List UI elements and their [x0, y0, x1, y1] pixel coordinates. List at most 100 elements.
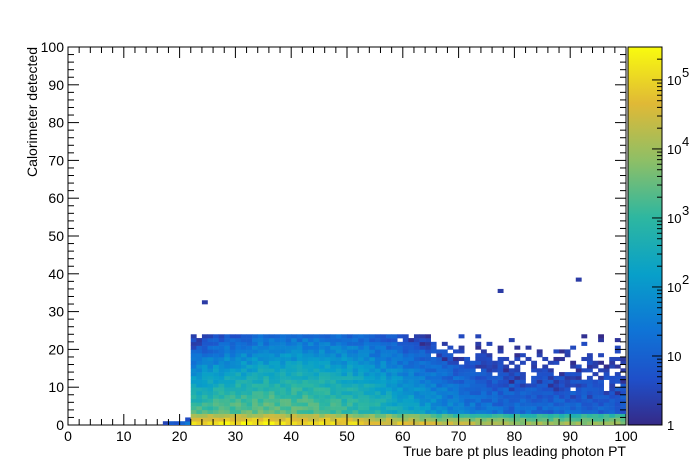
heatmap-cell [257, 421, 264, 425]
heatmap-cell [464, 402, 471, 407]
heatmap-cell [358, 409, 365, 414]
heatmap-cell [280, 413, 286, 418]
heatmap-cell [285, 390, 292, 396]
heatmap-cell [575, 406, 582, 411]
heatmap-cell [291, 406, 298, 411]
heatmap-cell [307, 421, 314, 425]
heatmap-cell [458, 421, 465, 425]
heatmap-cell [497, 406, 504, 411]
heatmap-cell [525, 383, 532, 388]
heatmap-cell [497, 417, 504, 422]
heatmap-cell [514, 387, 521, 392]
heatmap-cell [291, 421, 298, 425]
heatmap-cell [229, 409, 236, 414]
heatmap-cell [313, 379, 320, 384]
heatmap-cell [358, 383, 365, 388]
heatmap-cell [252, 360, 259, 365]
heatmap-cell [559, 413, 565, 418]
heatmap-cell [614, 349, 621, 354]
heatmap-cell [536, 390, 543, 396]
heatmap-cell [620, 360, 626, 365]
heatmap-cell [185, 417, 192, 422]
heatmap-cell [614, 417, 621, 422]
heatmap-cell [581, 417, 588, 422]
heatmap-cell [201, 409, 208, 414]
heatmap-cell [419, 383, 426, 388]
heatmap-cell [201, 341, 208, 346]
heatmap-cell [246, 417, 253, 422]
heatmap-cell [570, 390, 577, 396]
heatmap-cell [341, 390, 348, 396]
heatmap-cell [341, 417, 348, 422]
heatmap-cell [586, 387, 593, 392]
heatmap-cell [302, 394, 309, 399]
heatmap-cell [268, 409, 275, 414]
heatmap-cell [581, 421, 588, 425]
heatmap-cell [380, 353, 387, 358]
heatmap-cell [547, 406, 554, 411]
heatmap-cell [369, 334, 376, 339]
heatmap-cell [458, 356, 465, 362]
heatmap-cell [341, 413, 348, 418]
heatmap-cell [559, 417, 565, 422]
heatmap-cell [307, 360, 314, 365]
heatmap-cell [553, 406, 560, 411]
heatmap-cell [553, 356, 560, 362]
heatmap-cell [358, 356, 365, 362]
heatmap-cell [408, 338, 415, 343]
heatmap-cell [620, 375, 626, 380]
heatmap-cell [285, 417, 292, 422]
heatmap-cell [425, 345, 431, 350]
heatmap-cell [486, 409, 493, 414]
heatmap-cell [224, 390, 231, 396]
heatmap-cell [274, 390, 281, 396]
heatmap-cell [408, 368, 415, 373]
heatmap-cell [246, 406, 253, 411]
heatmap-cell [542, 364, 549, 369]
heatmap-cell [201, 375, 208, 380]
heatmap-cell [564, 390, 571, 396]
heatmap-cell [280, 360, 286, 365]
heatmap-cell [402, 383, 409, 388]
heatmap-cell [391, 364, 398, 369]
heatmap-cell [436, 368, 443, 373]
heatmap-cell [453, 375, 459, 380]
heatmap-cell [508, 390, 515, 396]
heatmap-cell [469, 394, 476, 399]
heatmap-cell [575, 379, 582, 384]
heatmap-cell [268, 379, 275, 384]
heatmap-cell [291, 417, 298, 422]
heatmap-cell [514, 394, 521, 399]
heatmap-cell [307, 338, 314, 343]
x-tick-label: 70 [451, 428, 467, 444]
heatmap-cell [547, 372, 554, 377]
heatmap-cell [207, 360, 214, 365]
heatmap-cell [497, 383, 504, 388]
heatmap-cell [240, 383, 247, 388]
heatmap-cell [570, 375, 577, 380]
heatmap-cell [319, 417, 325, 422]
heatmap-cell [486, 379, 493, 384]
heatmap-cell [218, 364, 225, 369]
heatmap-cell [257, 349, 264, 354]
heatmap-cell [486, 394, 493, 399]
heatmap-cell [564, 409, 571, 414]
heatmap-cell [252, 349, 259, 354]
heatmap-cell [224, 360, 231, 365]
heatmap-cell [268, 413, 275, 418]
heatmap-cell [531, 409, 538, 414]
heatmap-cell [391, 421, 398, 425]
heatmap-cell [559, 402, 565, 407]
heatmap-cell [514, 345, 521, 350]
heatmap-cell [609, 402, 616, 407]
heatmap-cell [553, 409, 560, 414]
heatmap-cell [229, 341, 236, 346]
heatmap-cell [374, 413, 381, 418]
heatmap-cell [313, 341, 320, 346]
heatmap-cell [268, 345, 275, 350]
heatmap-cell [268, 341, 275, 346]
heatmap-cell [235, 360, 242, 365]
heatmap-cell [553, 390, 560, 396]
heatmap-cell [302, 409, 309, 414]
